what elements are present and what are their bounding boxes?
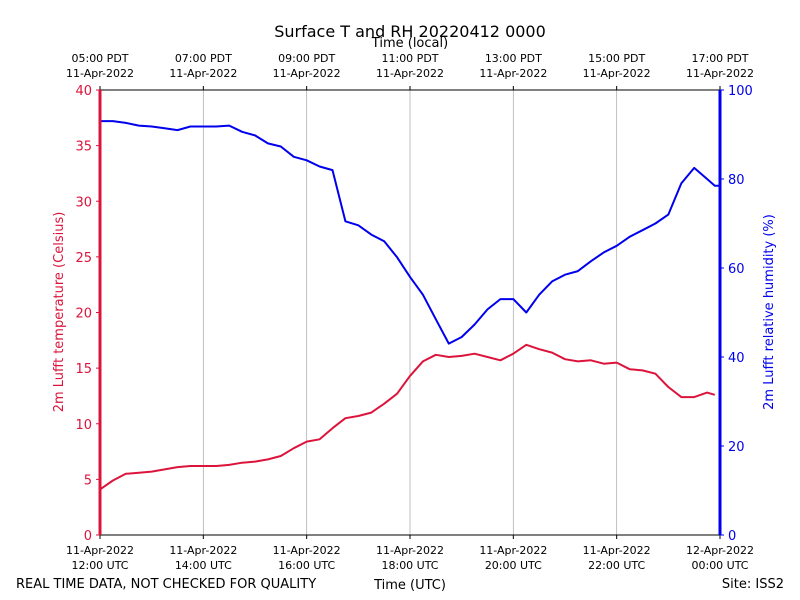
right-tick-label: 0: [728, 529, 736, 544]
left-tick-label: 10: [75, 418, 92, 433]
right-tick-label: 40: [728, 351, 745, 366]
x-axis-label: Time (UTC): [373, 578, 446, 593]
temperature-line: [99, 343, 716, 491]
top-tick-time: 09:00 PDT: [278, 52, 335, 65]
bottom-tick-time: 00:00 UTC: [691, 559, 748, 572]
top-ticks: 05:00 PDT 11-Apr-2022 07:00 PDT 11-Apr-2022…: [66, 52, 754, 90]
left-tick-label: 35: [75, 140, 92, 155]
bottom-tick-date: 11-Apr-2022: [273, 544, 341, 557]
bottom-tick-time: 12:00 UTC: [71, 559, 128, 572]
series-layer: [99, 120, 720, 491]
left-tick-label: 25: [75, 251, 92, 266]
bottom-tick-time: 18:00 UTC: [381, 559, 438, 572]
left-axis-label: 2m Lufft temperature (Celsius): [52, 212, 67, 413]
bottom-tick-time: 16:00 UTC: [278, 559, 335, 572]
left-ticks: 0 5 10 15 20 25 30 35 40: [75, 84, 100, 544]
top-tick-time: 07:00 PDT: [175, 52, 232, 65]
bottom-tick-date: 12-Apr-2022: [686, 544, 754, 557]
bottom-tick-date: 11-Apr-2022: [479, 544, 547, 557]
left-tick-label: 5: [84, 473, 92, 488]
top-tick-date: 11-Apr-2022: [66, 67, 134, 80]
right-axis-label: 2m Lufft relative humidity (%): [762, 214, 777, 410]
bottom-tick-time: 14:00 UTC: [175, 559, 232, 572]
top-tick-time: 17:00 PDT: [691, 52, 748, 65]
bottom-tick-date: 11-Apr-2022: [376, 544, 444, 557]
top-tick-date: 11-Apr-2022: [273, 67, 341, 80]
footer-quality-note: REAL TIME DATA, NOT CHECKED FOR QUALITY: [16, 577, 316, 592]
top-tick-date: 11-Apr-2022: [583, 67, 651, 80]
left-tick-label: 30: [75, 195, 92, 210]
chart-title: Surface T and RH 20220412 0000: [274, 22, 546, 41]
right-tick-label: 80: [728, 173, 745, 188]
top-tick-time: 15:00 PDT: [588, 52, 645, 65]
footer-site: Site: ISS2: [722, 577, 784, 592]
right-tick-label: 100: [728, 84, 753, 99]
top-tick-date: 11-Apr-2022: [376, 67, 444, 80]
top-tick-time: 13:00 PDT: [485, 52, 542, 65]
humidity-line: [100, 120, 720, 345]
bottom-tick-time: 22:00 UTC: [588, 559, 645, 572]
top-tick-date: 11-Apr-2022: [169, 67, 237, 80]
top-tick-time: 05:00 PDT: [71, 52, 128, 65]
top-tick-date: 11-Apr-2022: [686, 67, 754, 80]
bottom-tick-time: 20:00 UTC: [485, 559, 542, 572]
left-tick-label: 40: [75, 84, 92, 99]
grid: [202, 90, 618, 535]
bottom-tick-date: 11-Apr-2022: [66, 544, 134, 557]
bottom-tick-date: 11-Apr-2022: [169, 544, 237, 557]
right-tick-label: 20: [728, 440, 745, 455]
top-tick-date: 11-Apr-2022: [479, 67, 547, 80]
left-tick-label: 15: [75, 362, 92, 377]
bottom-tick-date: 11-Apr-2022: [583, 544, 651, 557]
left-tick-label: 0: [84, 529, 92, 544]
right-tick-label: 60: [728, 262, 745, 277]
right-ticks: 0 20 40 60 80 100: [720, 84, 753, 544]
top-axis-label: Time (local): [371, 36, 448, 51]
left-tick-label: 20: [75, 307, 92, 322]
top-tick-time: 11:00 PDT: [381, 52, 438, 65]
bottom-ticks: 11-Apr-2022 12:00 UTC 11-Apr-2022 14:00 UTC…: [66, 535, 754, 572]
